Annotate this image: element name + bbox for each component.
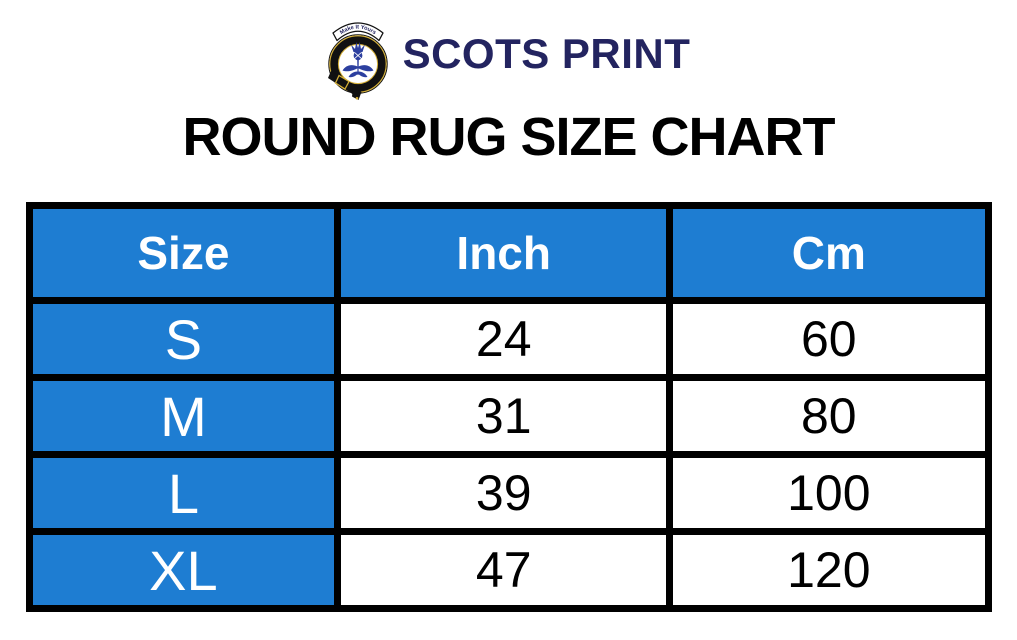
column-header-size: Size <box>25 202 342 304</box>
belt-buckle-icon <box>327 71 362 100</box>
column-header-cm: Cm <box>666 202 992 304</box>
svg-text:Make It Yours: Make It Yours <box>339 24 377 36</box>
cm-cell-m: 80 <box>666 374 992 458</box>
size-cell-l: L <box>25 451 342 535</box>
size-cell-s: S <box>25 297 342 381</box>
size-cell-m: M <box>25 374 342 458</box>
size-chart-table: Size Inch Cm S 24 60 M 31 80 L 39 100 <box>25 202 992 612</box>
thistle-icon <box>342 42 374 78</box>
cm-cell-xl: 120 <box>666 528 992 612</box>
inch-cell-l: 39 <box>334 451 674 535</box>
banner-tagline: Make It Yours <box>339 24 377 36</box>
cm-cell-l: 100 <box>666 451 992 535</box>
clan-crest-badge-icon: Make It Yours <box>327 22 388 100</box>
cm-cell-s: 60 <box>666 297 992 381</box>
size-cell-xl: XL <box>25 528 342 612</box>
inch-cell-m: 31 <box>334 374 674 458</box>
column-header-inch: Inch <box>334 202 674 304</box>
table-row-xl: XL 47 120 <box>25 528 992 612</box>
inch-cell-xl: 47 <box>334 528 674 612</box>
header-row: Size Inch Cm <box>25 202 992 304</box>
page-title: ROUND RUG SIZE CHART <box>182 107 836 167</box>
table-row-l: L 39 100 <box>25 451 992 535</box>
banner-scroll: Make It Yours <box>331 22 384 42</box>
brand-header: Make It Yours SCOTS PRINT <box>0 0 1017 100</box>
brand-name: SCOTS PRINT <box>402 30 691 77</box>
table-row-s: S 24 60 <box>25 297 992 381</box>
table-row-m: M 31 80 <box>25 374 992 458</box>
inch-cell-s: 24 <box>334 297 674 381</box>
